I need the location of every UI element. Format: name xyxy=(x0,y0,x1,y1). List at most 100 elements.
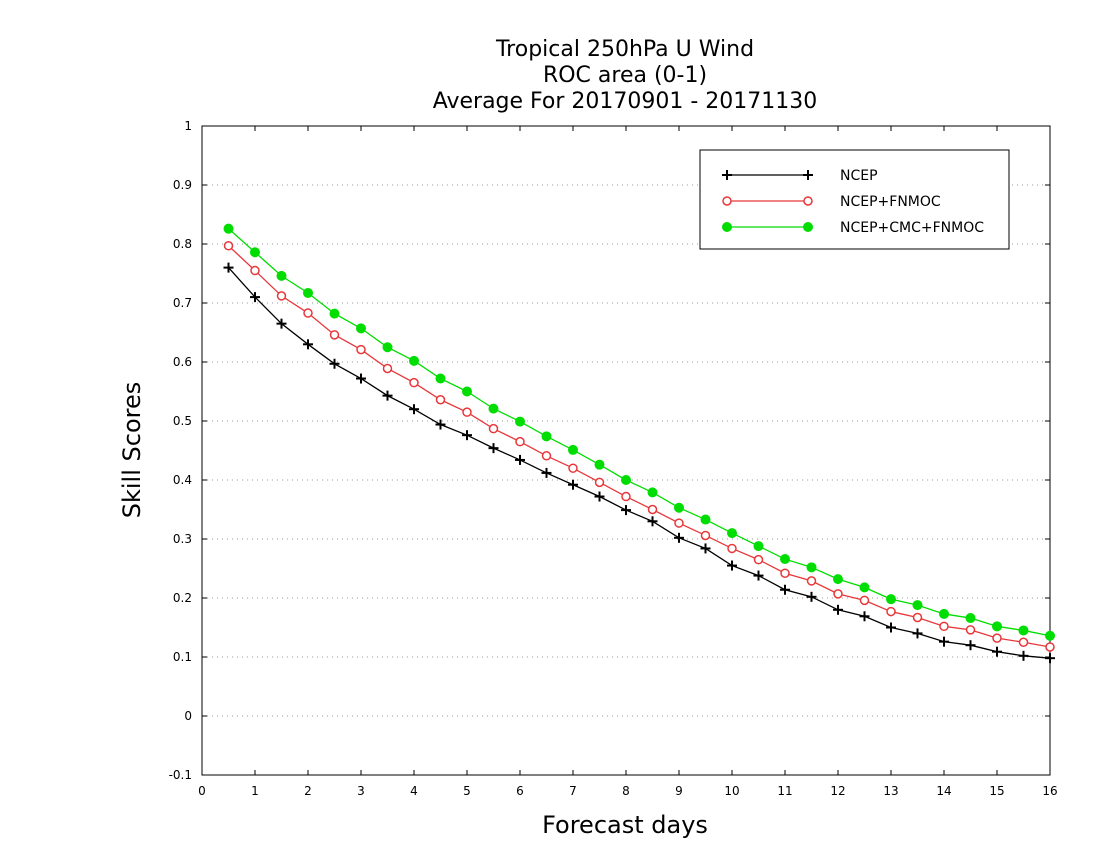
legend-marker-ncep-fnmoc xyxy=(722,196,732,206)
x-tick-label: 16 xyxy=(1042,784,1057,798)
data-point-ncep-fnmoc xyxy=(621,491,631,502)
series-line-ncep-fnmoc xyxy=(228,245,1051,648)
chart-title-line-1: Tropical 250hPa U Wind xyxy=(495,37,755,62)
data-point-ncep-cmc-fnmoc xyxy=(753,541,764,552)
data-point-ncep xyxy=(700,543,711,554)
data-point-ncep-cmc-fnmoc xyxy=(1045,630,1055,641)
data-point-ncep xyxy=(833,604,843,615)
x-tick-label: 5 xyxy=(463,784,471,798)
legend: NCEP NCEP+FNMOC NCEP+CMC+FNMOC xyxy=(699,149,1010,250)
data-point-ncep-fnmoc xyxy=(674,518,684,528)
data-point-ncep-fnmoc xyxy=(568,463,578,473)
legend-marker-ncep-fnmoc xyxy=(803,196,813,206)
data-point-ncep-fnmoc xyxy=(329,330,340,340)
data-point-ncep xyxy=(859,611,870,622)
legend-marker-ncep-cmc-fnmoc xyxy=(722,222,732,232)
data-point-ncep-cmc-fnmoc xyxy=(727,528,737,539)
x-tick-label: 3 xyxy=(357,784,365,798)
y-axis-title: Skill Scores xyxy=(118,382,146,519)
data-point-ncep-fnmoc xyxy=(647,504,658,515)
x-axis-title: Forecast days xyxy=(542,811,708,839)
data-point-ncep-cmc-fnmoc xyxy=(303,287,313,298)
data-point-ncep xyxy=(303,339,313,350)
x-tick-label: 6 xyxy=(516,784,524,798)
data-point-ncep-cmc-fnmoc xyxy=(250,247,260,258)
data-point-ncep-cmc-fnmoc xyxy=(223,223,234,234)
data-point-ncep xyxy=(488,443,499,454)
data-point-ncep xyxy=(912,628,923,639)
legend-marker-ncep-cmc-fnmoc xyxy=(803,222,813,232)
y-tick-label: 1 xyxy=(184,119,192,133)
y-tick-label: 0.6 xyxy=(173,355,192,369)
data-point-ncep xyxy=(356,373,366,384)
data-point-ncep-cmc-fnmoc xyxy=(594,459,605,470)
y-tick-label: 0.7 xyxy=(173,296,192,310)
series-layer xyxy=(223,223,1055,664)
series-line-ncep xyxy=(228,267,1051,659)
data-point-ncep-cmc-fnmoc xyxy=(647,487,658,498)
data-point-ncep-fnmoc xyxy=(833,589,843,599)
x-tick-label: 13 xyxy=(883,784,898,798)
data-point-ncep xyxy=(992,646,1002,657)
y-tick-label: 0.3 xyxy=(173,532,192,546)
data-point-ncep-cmc-fnmoc xyxy=(700,514,711,525)
data-point-ncep-fnmoc xyxy=(488,423,499,434)
x-tick-label: 11 xyxy=(777,784,792,798)
chart-title-line-2: ROC area (0-1) xyxy=(542,63,708,88)
data-point-ncep-fnmoc xyxy=(541,451,552,461)
y-tick-label: 0.5 xyxy=(173,414,192,428)
y-tick-label: 0.8 xyxy=(173,237,192,251)
data-point-ncep-fnmoc xyxy=(939,621,949,632)
legend-label-ncep-fnmoc: NCEP+FNMOC xyxy=(840,194,941,210)
x-tick-label: 12 xyxy=(830,784,845,798)
data-point-ncep-cmc-fnmoc xyxy=(965,613,976,624)
data-point-ncep xyxy=(886,622,896,633)
data-point-ncep xyxy=(409,404,419,415)
data-point-ncep-fnmoc xyxy=(462,407,472,417)
data-point-ncep xyxy=(1045,653,1055,664)
data-point-ncep-cmc-fnmoc xyxy=(939,608,949,619)
x-tick-label: 1 xyxy=(251,784,259,798)
data-point-ncep-fnmoc xyxy=(223,241,234,251)
y-tick-label: 0.2 xyxy=(173,591,192,605)
y-tick-label: 0.1 xyxy=(173,650,192,664)
data-point-ncep-fnmoc xyxy=(965,625,976,635)
data-point-ncep-fnmoc xyxy=(515,436,525,447)
axis-ticks: -0.100.10.20.30.40.50.60.70.80.910 1 2 3 4 5 6… xyxy=(169,119,1058,798)
data-point-ncep xyxy=(223,262,234,273)
data-point-ncep-cmc-fnmoc xyxy=(912,600,923,611)
data-point-ncep-cmc-fnmoc xyxy=(780,554,790,565)
data-point-ncep-fnmoc xyxy=(992,633,1002,643)
data-point-ncep xyxy=(806,591,817,602)
data-point-ncep-cmc-fnmoc xyxy=(859,582,870,593)
data-point-ncep-fnmoc xyxy=(250,265,260,276)
x-tick-label: 14 xyxy=(936,784,951,798)
data-point-ncep xyxy=(276,318,287,329)
data-point-ncep-cmc-fnmoc xyxy=(568,444,578,455)
data-point-ncep-fnmoc xyxy=(356,344,366,355)
data-point-ncep-cmc-fnmoc xyxy=(515,416,525,427)
data-point-ncep-cmc-fnmoc xyxy=(806,562,817,573)
data-point-ncep-fnmoc xyxy=(859,595,870,606)
data-point-ncep xyxy=(647,516,658,527)
legend-marker-ncep xyxy=(722,170,732,180)
data-point-ncep-fnmoc xyxy=(303,308,313,318)
data-point-ncep-fnmoc xyxy=(806,576,817,586)
data-point-ncep xyxy=(541,467,552,478)
x-tick-label: 10 xyxy=(724,784,739,798)
series-ncep-fnmoc xyxy=(223,241,1055,652)
x-tick-label: 0 xyxy=(198,784,206,798)
data-point-ncep-fnmoc xyxy=(382,363,393,374)
data-point-ncep xyxy=(674,532,684,543)
data-point-ncep-cmc-fnmoc xyxy=(488,403,499,414)
chart-title-line-3: Average For 20170901 - 20171130 xyxy=(432,89,818,114)
y-tick-label: 0.9 xyxy=(173,178,192,192)
series-ncep-cmc-fnmoc xyxy=(223,223,1055,641)
data-point-ncep xyxy=(250,292,260,303)
data-point-ncep-cmc-fnmoc xyxy=(1018,625,1029,636)
data-point-ncep-fnmoc xyxy=(886,606,896,617)
y-tick-label: 0 xyxy=(184,709,192,723)
data-point-ncep-cmc-fnmoc xyxy=(462,386,472,397)
data-point-ncep xyxy=(621,505,631,516)
